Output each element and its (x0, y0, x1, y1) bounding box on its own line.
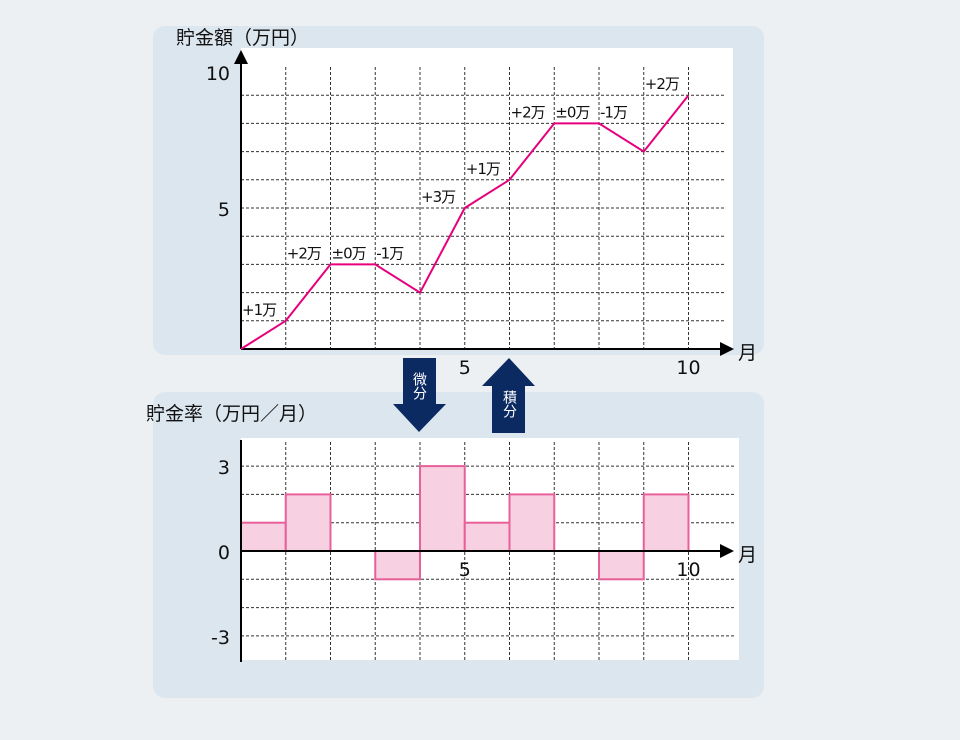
bar (642, 493, 690, 552)
change-label: -1万 (600, 103, 628, 121)
x-axis-arrow (720, 342, 734, 356)
change-label: -1万 (376, 244, 404, 262)
bar (240, 521, 287, 553)
down-arrow-differentiate: 微分 (393, 358, 446, 432)
y-axis-arrow (234, 50, 248, 64)
down-arrow-label: 微分 (411, 372, 427, 401)
bar (374, 550, 421, 581)
x-tick-label: 10 (676, 357, 700, 379)
change-label: +1万 (242, 301, 277, 319)
change-label: +2万 (287, 244, 322, 262)
bar (508, 493, 556, 552)
change-label: +1万 (466, 160, 501, 178)
bar (463, 521, 511, 553)
bar (598, 550, 645, 581)
x-axis-arrow (720, 544, 734, 558)
y-tick-label: 3 (218, 457, 230, 479)
y-tick-label: -3 (211, 627, 230, 649)
up-arrow-label: 積分 (501, 390, 517, 419)
y-tick-label: 10 (206, 63, 230, 85)
top-ylabel: 貯金額（万円） (176, 27, 309, 49)
change-label: +2万 (645, 75, 680, 93)
x-tick-label: 10 (676, 559, 700, 581)
x-tick-label: 5 (459, 357, 471, 379)
y-tick-label: 5 (218, 199, 230, 221)
x-axis-label: 月 (738, 544, 757, 566)
change-label: ±0万 (332, 244, 367, 262)
y-tick-label: 0 (218, 542, 230, 564)
change-label: ±0万 (555, 103, 590, 121)
change-label: +3万 (421, 188, 456, 206)
plot-area (241, 48, 733, 349)
x-axis-label: 月 (738, 342, 757, 364)
bottom-ylabel: 貯金率（万円／月） (146, 403, 317, 425)
up-arrow-integrate: 積分 (482, 358, 535, 433)
bar (284, 493, 332, 552)
bar (419, 465, 466, 553)
x-tick-label: 5 (459, 559, 471, 581)
change-label: +2万 (511, 103, 546, 121)
